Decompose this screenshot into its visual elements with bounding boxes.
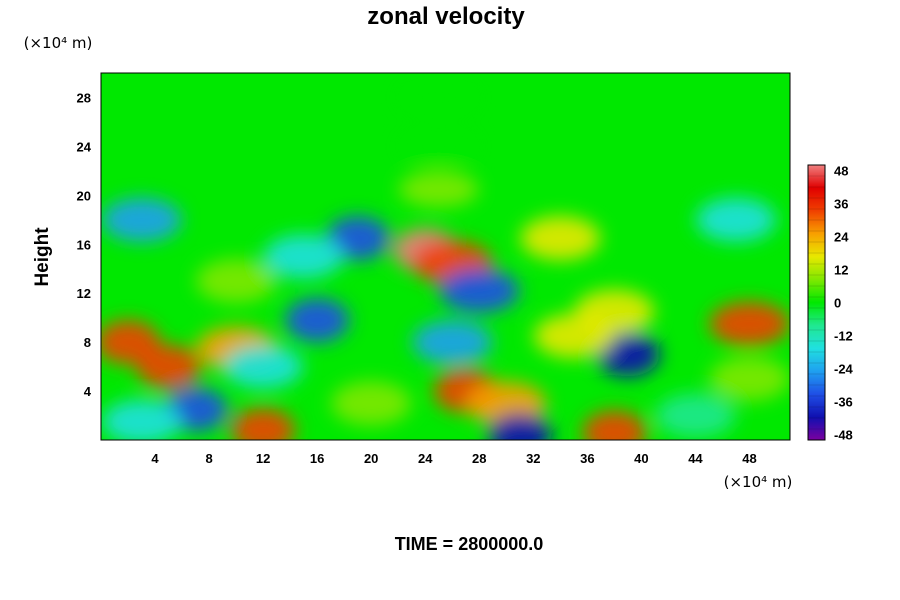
field-feature-1 <box>398 128 479 165</box>
y-tick-label: 28 <box>77 90 91 105</box>
y-tick-label: 16 <box>77 237 91 252</box>
colorbar-scale <box>807 164 826 441</box>
field-feature-11 <box>439 268 520 313</box>
x-tick-label: 20 <box>364 451 378 466</box>
field-feature-30 <box>331 381 412 426</box>
x-tick-label: 44 <box>688 451 703 466</box>
plot-frame <box>100 72 791 441</box>
x-axis: 4 8 12 16 20 24 28 32 36 40 44 48 <box>151 451 756 466</box>
x-tick-label: 8 <box>205 451 212 466</box>
field-feature-2 <box>398 171 479 208</box>
field-feature-20 <box>533 314 614 359</box>
field-feature-21 <box>709 301 790 346</box>
x-tick-label: 40 <box>634 451 648 466</box>
colorbar-tick-label: -24 <box>834 362 854 377</box>
x-tick-label: 16 <box>310 451 324 466</box>
field-feature-19 <box>595 332 660 377</box>
field-feature-18 <box>412 320 493 365</box>
colorbar-tick-label: -12 <box>834 329 853 344</box>
field-feature-3 <box>101 197 182 242</box>
field-feature-10 <box>196 258 277 303</box>
colorbar-tick-label: 24 <box>834 230 849 245</box>
field-feature-15 <box>136 344 201 389</box>
field-feature-17 <box>223 344 304 389</box>
colorbar-tick-label: -36 <box>834 395 853 410</box>
x-tick-label: 36 <box>580 451 594 466</box>
field-feature-22 <box>709 356 790 401</box>
colorbar: 48 36 24 12 0 -12 -24 -36 -48 <box>807 164 854 443</box>
colorbar-tick-label: 12 <box>834 263 848 278</box>
x-tick-label: 32 <box>526 451 540 466</box>
field-feature-29 <box>582 410 647 440</box>
colorbar-tick-label: 48 <box>834 164 848 179</box>
x-tick-label: 48 <box>742 451 756 466</box>
y-tick-label: 24 <box>77 139 92 154</box>
field-feature-31 <box>655 393 736 438</box>
time-caption: TIME = 2800000.0 <box>395 534 544 554</box>
y-axis: 4 8 12 16 20 24 28 <box>77 90 92 399</box>
field-feature-9 <box>263 234 344 279</box>
field-feature-28 <box>487 413 552 440</box>
colorbar-tick-label: -48 <box>834 428 853 443</box>
field-feature-0 <box>398 79 479 116</box>
x-tick-label: 28 <box>472 451 486 466</box>
y-tick-label: 20 <box>77 188 91 203</box>
y-axis-label: Height <box>32 227 53 287</box>
velocity-field <box>101 73 790 440</box>
field-feature-26 <box>101 399 182 440</box>
field-feature-6 <box>325 216 390 261</box>
colorbar-tick-label: 36 <box>834 197 848 212</box>
field-feature-12 <box>285 298 350 343</box>
field-feature-4 <box>695 197 776 242</box>
field-feature-27 <box>231 408 296 440</box>
x-tick-label: 4 <box>151 451 159 466</box>
y-tick-label: 4 <box>84 384 92 399</box>
x-axis-unit: (×10⁴ m) <box>724 473 793 491</box>
x-tick-label: 12 <box>256 451 270 466</box>
field-feature-5 <box>520 216 601 261</box>
y-axis-unit: (×10⁴ m) <box>24 34 93 52</box>
x-tick-label: 24 <box>418 451 433 466</box>
y-tick-label: 12 <box>77 286 91 301</box>
colorbar-tick-label: 0 <box>834 296 841 311</box>
y-tick-label: 8 <box>84 335 91 350</box>
chart-title: zonal velocity <box>367 3 525 30</box>
